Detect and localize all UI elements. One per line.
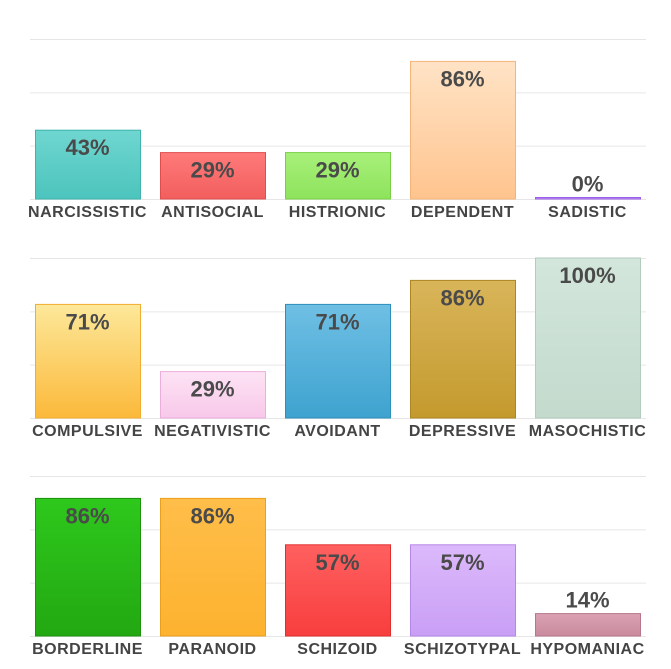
- category-label: SCHIZOTYPAL: [404, 641, 521, 658]
- bar-value-label: 29%: [315, 158, 359, 183]
- bar-value-label: 57%: [315, 550, 359, 575]
- category-label: MASOCHISTIC: [529, 423, 647, 440]
- category-label: DEPRESSIVE: [409, 423, 516, 440]
- category-label: ANTISOCIAL: [161, 204, 264, 221]
- bar-value-label: 71%: [65, 309, 109, 334]
- bar-value-label: 29%: [190, 377, 234, 402]
- category-label: HISTRIONIC: [289, 204, 386, 221]
- bar-value-label: 86%: [440, 66, 484, 91]
- category-label: HYPOMANIAC: [530, 641, 644, 658]
- bar-negativistic: [160, 371, 266, 419]
- category-label: BORDERLINE: [32, 641, 143, 658]
- bar-value-label: 86%: [190, 503, 234, 528]
- category-label: SCHIZOID: [297, 641, 377, 658]
- bar-histrionic: [285, 152, 391, 200]
- bar-value-label: 14%: [565, 588, 609, 613]
- bar-dependent: [410, 60, 516, 200]
- bar-value-label: 86%: [65, 503, 109, 528]
- category-label: AVOIDANT: [294, 423, 380, 440]
- bar-value-label: 0%: [572, 172, 604, 197]
- category-label: PARANOID: [168, 641, 256, 658]
- bar-antisocial: [160, 152, 266, 200]
- bar-sadistic: [535, 197, 641, 200]
- category-label: NEGATIVISTIC: [154, 423, 271, 440]
- bar-hypomaniac: [535, 613, 641, 637]
- category-label: DEPENDENT: [411, 204, 514, 221]
- bar-schizoid: [285, 544, 391, 637]
- chart-panel-1: 43% NARCISSISTIC 29% ANTISOCIAL 29% HISTRIONI…: [28, 39, 646, 221]
- category-label: SADISTIC: [548, 204, 627, 221]
- bar-value-label: 100%: [559, 263, 615, 288]
- bar-borderline: [35, 497, 141, 637]
- bar-value-label: 57%: [440, 550, 484, 575]
- bar-value-label: 29%: [190, 158, 234, 183]
- bar-schizotypal: [410, 544, 516, 637]
- bar-value-label: 43%: [65, 135, 109, 160]
- category-label: COMPULSIVE: [32, 423, 143, 440]
- bar-masochistic: [535, 257, 641, 419]
- category-label: NARCISSISTIC: [28, 204, 147, 221]
- bar-value-label: 71%: [315, 309, 359, 334]
- chart-panel-2: 71% COMPULSIVE 29% NEGATIVISTIC 71% AVOIDANT 8…: [30, 257, 647, 440]
- bar-depressive: [410, 279, 516, 419]
- chart-panel-3: 86% BORDERLINE 86% PARANOID 57% SCHIZOID 57% SC…: [30, 476, 646, 658]
- bar-value-label: 86%: [440, 285, 484, 310]
- bar-narcissistic: [35, 129, 141, 200]
- bar-avoidant: [285, 303, 391, 419]
- bar-paranoid: [160, 497, 266, 637]
- bar-compulsive: [35, 303, 141, 419]
